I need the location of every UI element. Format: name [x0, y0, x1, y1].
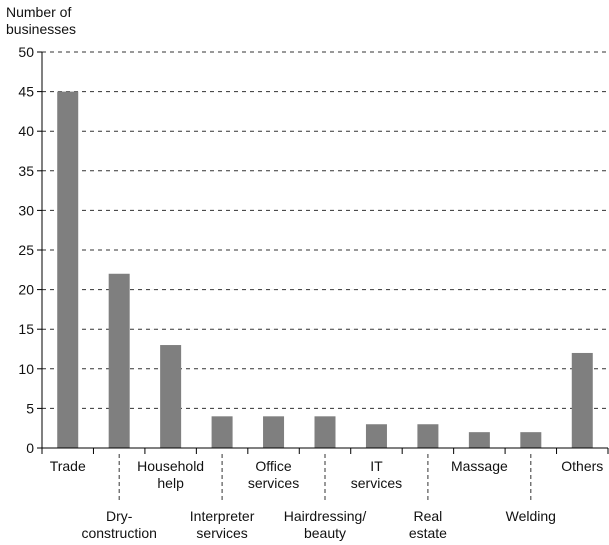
bars	[57, 91, 593, 448]
y-axis-label: Number of businesses	[6, 4, 76, 38]
bar-1	[108, 273, 130, 448]
bar-4	[263, 416, 285, 448]
y-tick-label-0: 0	[26, 440, 34, 456]
x-tick-label-1: Dry-construction	[81, 508, 156, 541]
y-tick-label-40: 40	[18, 123, 34, 139]
gridlines	[42, 51, 608, 409]
bar-0	[57, 91, 79, 448]
bar-5	[314, 416, 336, 448]
y-tick-label-50: 50	[18, 44, 34, 60]
bar-9	[520, 432, 542, 448]
axes	[41, 52, 609, 454]
bar-6	[365, 424, 387, 448]
x-tick-label-7: Real estate	[409, 508, 447, 541]
bar-8	[468, 432, 490, 448]
x-tick-labels: Trade Dry-construction Household help Interp…	[50, 454, 603, 541]
y-tick-label-15: 15	[18, 321, 34, 337]
y-tick-label-35: 35	[18, 163, 34, 179]
bar-10	[571, 352, 593, 448]
y-tick-label-25: 25	[18, 242, 34, 258]
x-tick-label-10: Others	[561, 458, 603, 474]
y-tick-label-45: 45	[18, 84, 34, 100]
y-ticks: 0 5 10 15 20 25 30 35 40 45 50	[18, 44, 42, 456]
x-tick-label-4: Office services	[248, 458, 299, 491]
y-axis-label-line-1: Number of	[6, 4, 72, 20]
y-axis-label-line-2: businesses	[6, 21, 77, 37]
x-tick-label-5: Hairdressing/beauty	[284, 508, 367, 541]
bar-3	[211, 416, 233, 448]
bar-2	[160, 345, 182, 448]
y-tick-label-10: 10	[18, 361, 34, 377]
y-tick-label-20: 20	[18, 282, 34, 298]
bar-7	[417, 424, 439, 448]
x-tick-label-0: Trade	[50, 458, 86, 474]
x-tick-label-6: IT services	[351, 458, 402, 491]
x-tick-label-3: Interpreter services	[190, 508, 255, 541]
x-tick-label-2: Household help	[137, 458, 204, 491]
y-tick-label-5: 5	[26, 400, 34, 416]
x-tick-label-8: Massage	[451, 458, 508, 474]
x-tick-label-9: Welding	[506, 508, 556, 524]
y-tick-label-30: 30	[18, 202, 34, 218]
